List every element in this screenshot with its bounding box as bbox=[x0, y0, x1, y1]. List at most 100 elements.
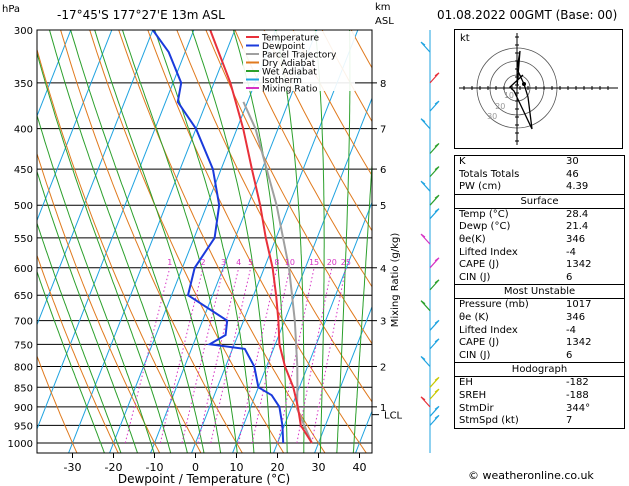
wind-barb bbox=[429, 143, 440, 154]
height-km-label: 3 bbox=[380, 317, 386, 328]
table-row: θe(K) 346 bbox=[455, 234, 624, 247]
table-row: CIN (J) 6 bbox=[455, 272, 624, 285]
wet-adiabat-line bbox=[314, 30, 325, 453]
row-label: CIN (J) bbox=[459, 271, 491, 283]
row-label: Temp (°C) bbox=[459, 208, 509, 220]
table-row: Dewp (°C) 21.4 bbox=[455, 221, 624, 234]
isotherm-line bbox=[314, 305, 372, 453]
legend-label: Isotherm bbox=[262, 76, 302, 86]
mixing-ratio-line bbox=[124, 267, 171, 444]
temperature-tick-label: -10 bbox=[146, 461, 164, 474]
dry-adiabat-line bbox=[147, 30, 367, 453]
isotherm-line bbox=[232, 96, 372, 453]
dewpoint-line bbox=[151, 30, 285, 444]
wind-barb bbox=[420, 41, 431, 53]
row-value: 346 bbox=[566, 311, 586, 323]
hodograph-table-title: Hodograph bbox=[455, 363, 624, 378]
pressure-tick-label: 450 bbox=[14, 165, 33, 176]
table-row: Lifted Index -4 bbox=[455, 325, 624, 338]
legend-label: Parcel Trajectory bbox=[262, 51, 337, 61]
dry-adiabat-line bbox=[176, 30, 372, 403]
mixing-ratio-line bbox=[197, 267, 240, 444]
isotherm-line bbox=[37, 30, 154, 327]
legend-label: Temperature bbox=[261, 34, 319, 44]
dry-adiabat-line bbox=[292, 30, 372, 177]
mixing-ratio-label: 25 bbox=[341, 258, 351, 267]
table-row: CAPE (J) 1342 bbox=[455, 337, 624, 350]
pressure-tick-label: 900 bbox=[14, 403, 33, 414]
wind-barb bbox=[420, 396, 431, 408]
row-label: Totals Totals bbox=[459, 168, 520, 180]
row-label: PW (cm) bbox=[459, 181, 502, 193]
height-km-label: 4 bbox=[380, 264, 386, 275]
pressure-tick-label: 500 bbox=[14, 201, 33, 212]
most-unstable-rows: Pressure (mb) 1017 θe (K) 346 Lifted Index -4… bbox=[455, 299, 624, 362]
table-row: StmDir 344° bbox=[455, 403, 624, 416]
hodograph-ring-label: 10 bbox=[504, 91, 514, 100]
x-axis-title: Dewpoint / Temperature (°C) bbox=[118, 472, 290, 486]
credit-label: © weatheronline.co.uk bbox=[468, 469, 594, 482]
surface-title: Surface bbox=[455, 195, 624, 209]
wind-barb bbox=[429, 338, 440, 350]
legend-label: Mixing Ratio bbox=[262, 85, 318, 95]
wind-barb bbox=[429, 166, 440, 178]
table-row: SREH -188 bbox=[455, 390, 624, 403]
row-value: 1342 bbox=[566, 337, 592, 349]
wind-barb bbox=[429, 100, 440, 112]
hpa-unit-label: hPa bbox=[2, 4, 21, 15]
wind-barb bbox=[420, 180, 431, 192]
temperature-tick-label: 40 bbox=[353, 461, 367, 474]
row-label: K bbox=[459, 156, 466, 167]
row-label: Pressure (mb) bbox=[459, 299, 529, 311]
wind-barb bbox=[429, 376, 440, 388]
mixing-ratio-label: 8 bbox=[274, 258, 279, 267]
mixing-ratio-label: 15 bbox=[309, 258, 319, 267]
wind-barb bbox=[420, 233, 431, 245]
temperature-tick-label: -30 bbox=[64, 461, 82, 474]
mixing-ratio-line bbox=[181, 267, 225, 444]
row-label: Dewp (°C) bbox=[459, 221, 511, 233]
row-value: 346 bbox=[566, 233, 586, 245]
mixing-ratio-label: 2 bbox=[200, 258, 205, 267]
wind-barb bbox=[420, 118, 431, 130]
row-label: θe(K) bbox=[459, 233, 486, 245]
wet-adiabat-line bbox=[352, 156, 372, 453]
mixing-ratio-line bbox=[159, 267, 204, 444]
table-row: K 30 bbox=[455, 156, 624, 169]
mixing-ratio-label: 4 bbox=[236, 258, 241, 267]
mixing-ratio-line bbox=[311, 267, 347, 444]
plot-frame bbox=[36, 29, 373, 454]
hodograph-trace bbox=[509, 50, 533, 130]
isotherm-line bbox=[37, 30, 113, 222]
row-value: -188 bbox=[566, 389, 589, 401]
row-value: 30 bbox=[566, 156, 579, 167]
row-value: 344° bbox=[566, 402, 591, 414]
mixing-ratio-line bbox=[238, 267, 278, 444]
mixing-ratio-label: 3 bbox=[221, 258, 226, 267]
wet-adiabat-line bbox=[336, 30, 351, 453]
datetime-label: 01.08.2022 00GMT (Base: 00) bbox=[437, 8, 618, 22]
table-row: θe (K) 346 bbox=[455, 312, 624, 325]
most-unstable-title: Most Unstable bbox=[455, 285, 624, 300]
temperature-tick-label: 30 bbox=[312, 461, 326, 474]
row-value: -4 bbox=[566, 246, 576, 258]
pressure-tick-label: 800 bbox=[14, 362, 33, 373]
row-label: SREH bbox=[459, 389, 487, 401]
pressure-tick-label: 850 bbox=[14, 383, 33, 394]
row-value: -4 bbox=[566, 324, 576, 336]
indices-rows: K 30 Totals Totals 46 PW (cm) 4.39 bbox=[455, 156, 624, 194]
pressure-tick-label: 300 bbox=[14, 26, 33, 37]
wet-adiabat-line bbox=[37, 221, 122, 453]
most-unstable-section: Most Unstable Pressure (mb) 1017 θe (K) 346… bbox=[455, 284, 624, 362]
table-row: Lifted Index -4 bbox=[455, 247, 624, 260]
row-label: EH bbox=[459, 377, 473, 389]
table-row: Totals Totals 46 bbox=[455, 169, 624, 182]
row-label: Lifted Index bbox=[459, 246, 518, 258]
km-label: km bbox=[375, 2, 391, 13]
dry-adiabat-line bbox=[37, 354, 78, 453]
height-km-label: 1 bbox=[380, 403, 386, 414]
dry-adiabat-line bbox=[37, 47, 202, 453]
wind-barb bbox=[429, 405, 440, 417]
